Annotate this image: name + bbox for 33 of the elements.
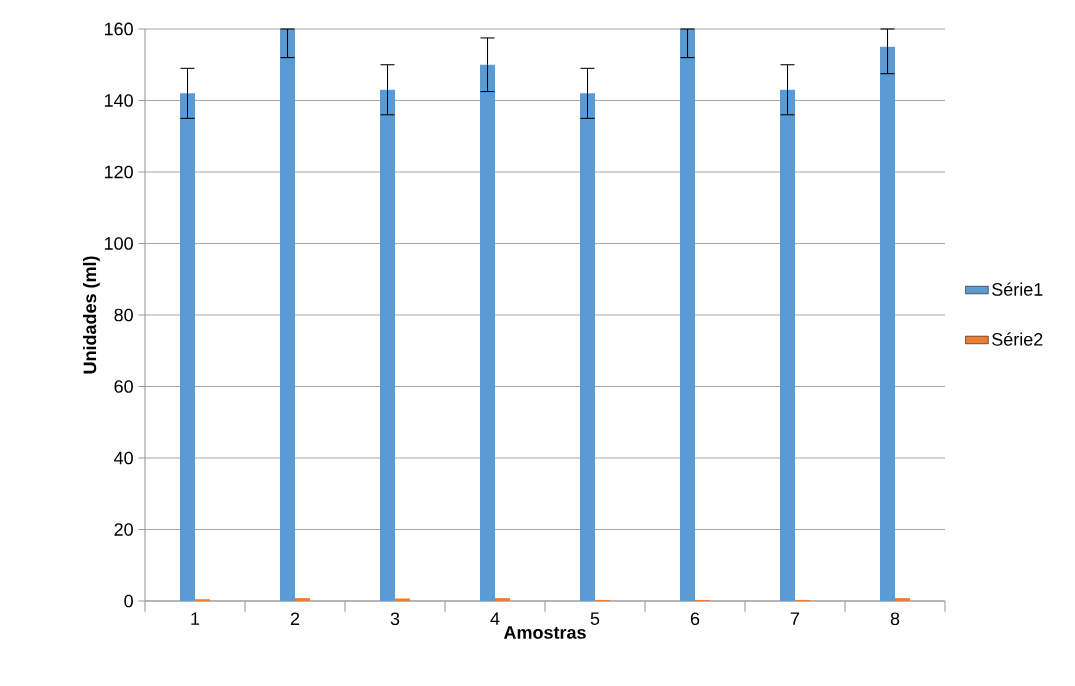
legend-label: Série1 [992,282,1043,296]
y-tick-label: 140 [104,94,133,107]
bar [680,29,696,601]
bar [580,93,596,601]
bar [380,89,396,601]
y-tick-label: 40 [114,451,133,465]
bar [880,46,896,601]
bar [480,64,495,601]
y-tick-label: 60 [114,380,133,393]
bar [280,29,295,601]
y-tick-label: 80 [114,308,133,322]
x-tick-label: 4 [490,612,500,625]
y-tick-label: 100 [104,237,133,250]
bar [295,598,310,601]
bar [780,89,796,601]
x-tick-label: 3 [390,612,400,626]
x-tick-label: 7 [790,612,800,625]
x-tick-label: 6 [690,612,700,626]
x-tick-label: 5 [590,612,600,625]
legend-label: Série2 [992,332,1043,346]
x-axis-title: Amostras [503,626,586,639]
y-tick-label: 160 [104,22,133,36]
y-tick-label: 0 [124,594,133,608]
y-tick-label: 20 [114,523,133,536]
bar [180,93,195,601]
bar [395,598,410,601]
y-axis-title: Unidades (ml) [82,256,100,374]
bar [495,598,510,601]
y-tick-label: 120 [104,165,133,179]
x-tick-label: 1 [191,612,200,625]
x-tick-label: 2 [290,612,300,625]
bar [895,598,911,601]
x-tick-label: 8 [890,612,900,626]
